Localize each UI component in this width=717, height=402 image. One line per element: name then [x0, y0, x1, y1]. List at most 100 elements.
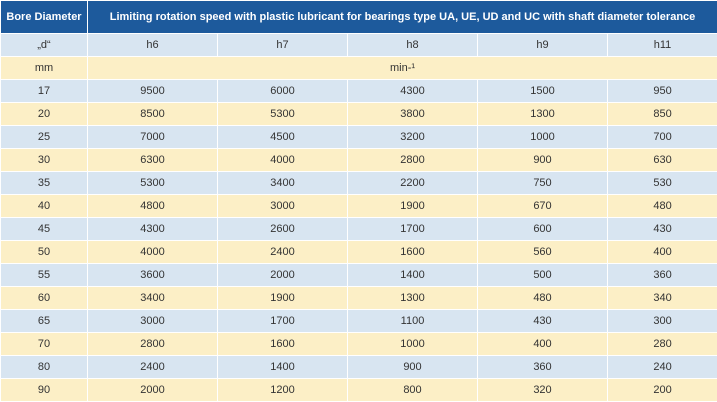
table-row: 80 2400 1400 900 360 240 [0, 355, 717, 379]
table-row: 20 8500 5300 3800 1300 850 [0, 102, 717, 126]
table-row: 50 4000 2400 1600 560 400 [0, 240, 717, 264]
bore-cell: 30 [0, 148, 88, 172]
speed-cell: 430 [606, 217, 717, 241]
bore-cell: 60 [0, 286, 88, 310]
col-h8: h8 [347, 33, 478, 57]
bore-cell: 70 [0, 332, 88, 356]
speed-cell: 1400 [217, 355, 348, 379]
speed-cell: 530 [606, 171, 717, 195]
speed-cell: 240 [606, 355, 717, 379]
bore-cell: 45 [0, 217, 88, 241]
col-h7: h7 [217, 33, 348, 57]
speed-cell: 1000 [477, 125, 608, 149]
speed-cell: 6000 [217, 79, 348, 103]
speed-cell: 1400 [347, 263, 478, 287]
speed-cell: 750 [477, 171, 608, 195]
table-row: 25 7000 4500 3200 1000 700 [0, 125, 717, 149]
bore-cell: 40 [0, 194, 88, 218]
bore-cell: 65 [0, 309, 88, 333]
bore-cell: 50 [0, 240, 88, 264]
speed-cell: 3800 [347, 102, 478, 126]
speed-cell: 360 [606, 263, 717, 287]
speed-cell: 1900 [217, 286, 348, 310]
d-label: „d“ [0, 33, 88, 57]
header-row: Bore Diameter Limiting rotation speed wi… [0, 0, 717, 34]
speed-cell: 500 [477, 263, 608, 287]
bore-cell: 55 [0, 263, 88, 287]
speed-cell: 4300 [87, 217, 218, 241]
speed-cell: 4300 [347, 79, 478, 103]
speed-cell: 2400 [217, 240, 348, 264]
speed-cell: 700 [606, 125, 717, 149]
table-row: 90 2000 1200 800 320 200 [0, 378, 717, 402]
bore-cell: 17 [0, 79, 88, 103]
speed-cell: 630 [606, 148, 717, 172]
speed-cell: 2000 [87, 378, 218, 402]
speed-cell: 430 [477, 309, 608, 333]
speed-cell: 8500 [87, 102, 218, 126]
speed-cell: 3200 [347, 125, 478, 149]
speed-cell: 2800 [87, 332, 218, 356]
speed-cell: 2800 [347, 148, 478, 172]
col-h6: h6 [87, 33, 218, 57]
bore-cell: 25 [0, 125, 88, 149]
speed-cell: 900 [477, 148, 608, 172]
table-row: 60 3400 1900 1300 480 340 [0, 286, 717, 310]
speed-cell: 1500 [477, 79, 608, 103]
speed-cell: 1200 [217, 378, 348, 402]
speed-cell: 280 [606, 332, 717, 356]
speed-cell: 480 [606, 194, 717, 218]
speed-cell: 1700 [347, 217, 478, 241]
speed-cell: 400 [477, 332, 608, 356]
speed-cell: 2400 [87, 355, 218, 379]
table-row: 65 3000 1700 1100 430 300 [0, 309, 717, 333]
speed-cell: 670 [477, 194, 608, 218]
speed-cell: 1100 [347, 309, 478, 333]
speed-cell: 6300 [87, 148, 218, 172]
speed-cell: 800 [347, 378, 478, 402]
speed-cell: 4500 [217, 125, 348, 149]
speed-cell: 3000 [87, 309, 218, 333]
speed-cell: 300 [606, 309, 717, 333]
speed-cell: 2000 [217, 263, 348, 287]
speed-cell: 9500 [87, 79, 218, 103]
table-row: 70 2800 1600 1000 400 280 [0, 332, 717, 356]
speed-cell: 360 [477, 355, 608, 379]
speed-cell: 560 [477, 240, 608, 264]
speed-cell: 850 [606, 102, 717, 126]
speed-cell: 3000 [217, 194, 348, 218]
speed-cell: 200 [606, 378, 717, 402]
speed-cell: 480 [477, 286, 608, 310]
speed-cell: 400 [606, 240, 717, 264]
speed-cell: 4000 [87, 240, 218, 264]
speed-cell: 1000 [347, 332, 478, 356]
speed-cell: 4000 [217, 148, 348, 172]
unit-mm: mm [0, 56, 88, 80]
bore-diameter-header: Bore Diameter [0, 0, 88, 34]
table-row: 35 5300 3400 2200 750 530 [0, 171, 717, 195]
speed-cell: 2200 [347, 171, 478, 195]
speed-cell: 320 [477, 378, 608, 402]
speed-cell: 3600 [87, 263, 218, 287]
speed-cell: 950 [606, 79, 717, 103]
col-h9: h9 [477, 33, 608, 57]
table-row: 55 3600 2000 1400 500 360 [0, 263, 717, 287]
speed-cell: 5300 [87, 171, 218, 195]
speed-cell: 3400 [217, 171, 348, 195]
bore-cell: 90 [0, 378, 88, 402]
bore-cell: 80 [0, 355, 88, 379]
speed-cell: 600 [477, 217, 608, 241]
speed-cell: 2600 [217, 217, 348, 241]
table-row: 40 4800 3000 1900 670 480 [0, 194, 717, 218]
speed-cell: 900 [347, 355, 478, 379]
speed-cell: 1900 [347, 194, 478, 218]
speed-cell: 1700 [217, 309, 348, 333]
unit-speed: min-¹ [86, 56, 717, 80]
speed-cell: 3400 [87, 286, 218, 310]
table-row: 17 9500 6000 4300 1500 950 [0, 79, 717, 103]
col-h11: h11 [606, 33, 717, 57]
tolerance-row: „d“ h6 h7 h8 h9 h11 [0, 33, 717, 57]
table-row: 45 4300 2600 1700 600 430 [0, 217, 717, 241]
bore-cell: 20 [0, 102, 88, 126]
